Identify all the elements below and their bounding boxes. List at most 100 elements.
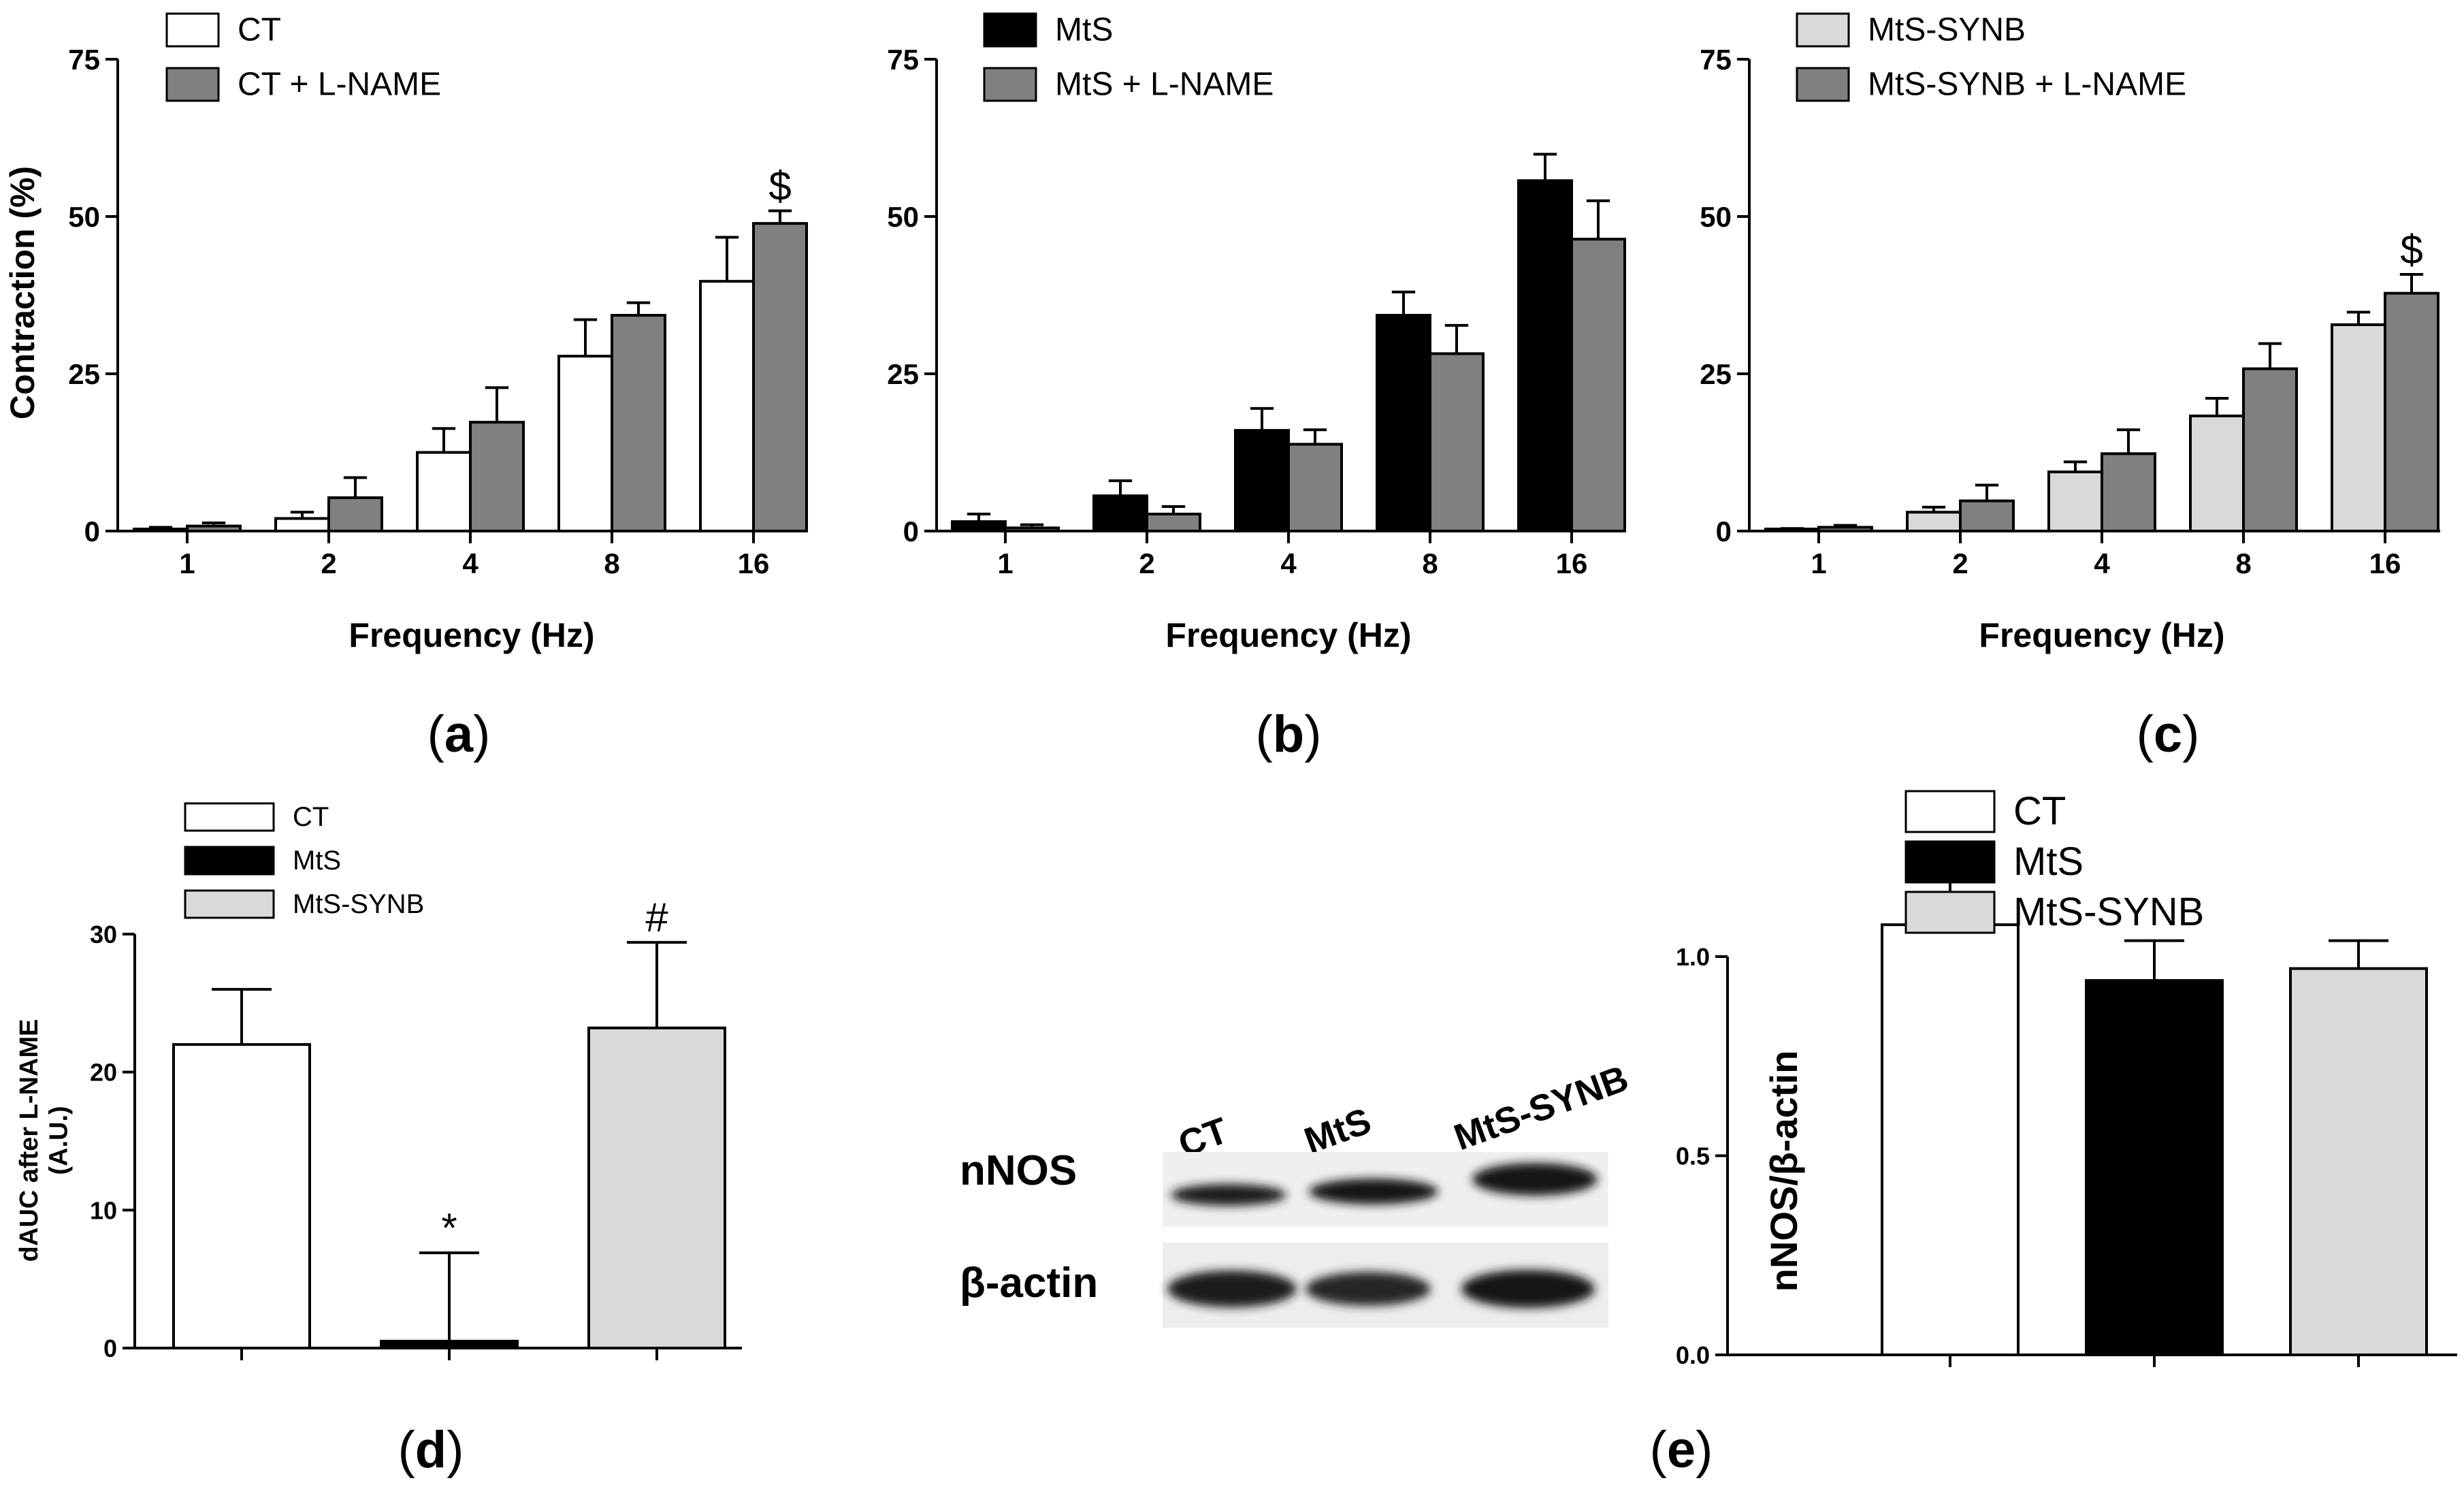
bar-c-mts-synb-l-name-4 [2101,452,2156,533]
x-tick-label: 1 [1811,547,1826,579]
bar-a-ct-l-name-2 [327,496,383,533]
panel-label-paren: ( [427,705,444,763]
panel-label-letter: d [415,1421,447,1479]
bar-d-values-mts-synb [587,1026,726,1350]
legend-label: CT [2013,789,2066,833]
legend-swatch [1796,12,1850,48]
bar-b-mts-l-name-1 [1004,526,1060,533]
bar-a-ct-l-name-4 [469,421,525,533]
y-tick-label: 0 [103,1334,117,1362]
bar-a-ct-4 [416,451,472,532]
panel-label-paren: ) [2182,705,2199,763]
chart-panel-a: 0 25 50 75 1 2 4 8 16 $ Frequency (Hz) Contraction … [3,12,808,763]
wb-band-beta-actin-ct [1167,1270,1297,1307]
panel-label-paren: ) [447,1421,464,1479]
wb-band-nnos-mts [1309,1179,1438,1204]
bar-c-mts-synb-l-name-2 [1959,499,2015,533]
x-tick-label: 8 [2235,547,2251,579]
panel-label-paren: ) [473,705,490,763]
x-tick-label: 16 [1556,547,1588,579]
y-axis-title: Contraction (%) [3,166,42,419]
legend-swatch [1904,891,1996,934]
y-tick-label: 25 [68,358,100,390]
legend-swatch [184,846,275,876]
bar-e-values-mts-synb [2289,967,2428,1357]
x-tick-label: 4 [462,547,479,579]
bar-b-mts-1 [951,520,1007,533]
panel-label: (b) [1255,705,1321,763]
wb-band-nnos-ct [1171,1184,1286,1206]
y-tick-label: 20 [90,1059,117,1087]
legend: CT MtS MtS-SYNB [184,802,424,919]
panel-label-paren: ( [1255,705,1272,763]
y-tick-label: 1.0 [1676,943,1710,971]
y-tick-label: 0 [84,515,100,547]
bar-b-mts-l-name-16 [1570,238,1626,532]
panel-label-paren: ) [1696,1421,1713,1479]
y-tick-label: 75 [1700,44,1732,76]
wb-row-label-beta-actin: β-actin [960,1260,1098,1307]
panel-label: (e) [1650,1421,1713,1479]
western-blot: CT MtS MtS-SYNB nNOS β-actin [960,1058,1634,1328]
legend-label: MtS [293,846,341,876]
bar-c-mts-synb-l-name-8 [2242,367,2298,532]
significance-mark: # [645,895,668,940]
y-axis-title-line: (A.U.) [45,1106,74,1174]
bar-d-values-mts [380,1339,519,1350]
significance-mark: $ [2400,227,2422,272]
x-axis-title: Frequency (Hz) [1165,616,1411,654]
wb-band-beta-actin-mts-synb [1461,1270,1595,1308]
legend-label: MtS + L-NAME [1055,66,1274,102]
legend-swatch [983,67,1037,102]
bar-b-mts-4 [1234,429,1290,532]
panel-label-letter: e [1667,1421,1696,1479]
legend: MtS MtS + L-NAME [983,12,1274,102]
bar-a-ct-1 [133,528,189,532]
legend-swatch [165,67,220,102]
bar-a-ct-l-name-1 [186,524,242,532]
x-tick-label: 8 [1422,547,1438,579]
bar-b-mts-8 [1376,314,1431,532]
legend-label: MtS-SYNB [1868,12,2026,48]
significance-mark: * [441,1205,457,1251]
x-tick-label: 4 [2094,547,2110,579]
bar-c-mts-synb-4 [2047,470,2103,532]
bar-c-mts-synb-l-name-1 [1817,526,1873,532]
legend-label: MtS-SYNB + L-NAME [1868,66,2186,102]
legend-swatch [1904,840,1996,884]
chart-panel-d: 0 10 20 30 * # dAUC after L-NAME(A.U.) CT MtS MtS… [15,802,742,1479]
x-tick-label: 2 [1952,547,1968,579]
y-tick-label: 75 [887,44,919,76]
significance-mark: $ [768,163,791,209]
legend-swatch [1904,790,1996,833]
x-tick-label: 4 [1280,547,1297,579]
panel-label-paren: ( [398,1421,415,1479]
legend: CT CT + L-NAME [165,12,441,102]
y-tick-label: 30 [90,920,117,948]
x-tick-label: 1 [179,547,195,579]
legend-label: CT [238,12,281,48]
y-tick-label: 0.0 [1676,1341,1710,1369]
y-tick-label: 10 [90,1196,117,1224]
y-tick-label: 25 [1700,358,1732,390]
x-tick-label: 16 [738,547,770,579]
panel-label: (d) [398,1421,464,1479]
panel-label-letter: a [444,705,474,763]
panel-label-paren: ) [1304,705,1321,763]
bar-e-values-ct [1881,923,2020,1356]
legend-swatch [1796,67,1850,102]
bar-e-values-mts [2085,979,2224,1356]
wb-row-label-nnos: nNOS [960,1147,1077,1194]
x-axis-title: Frequency (Hz) [348,616,594,654]
legend-label: MtS [1055,12,1113,48]
x-tick-label: 8 [604,547,619,579]
bar-c-mts-synb-8 [2189,414,2245,533]
bar-c-mts-synb-16 [2331,323,2386,532]
panel-label-paren: ( [1650,1421,1667,1479]
legend-swatch [184,802,275,832]
bar-c-mts-synb-2 [1906,511,1962,533]
x-tick-label: 2 [321,547,336,579]
y-tick-label: 25 [887,358,919,390]
y-axis-title: dAUC after L-NAME(A.U.) [15,1019,74,1262]
panel-label: (c) [2137,705,2200,763]
